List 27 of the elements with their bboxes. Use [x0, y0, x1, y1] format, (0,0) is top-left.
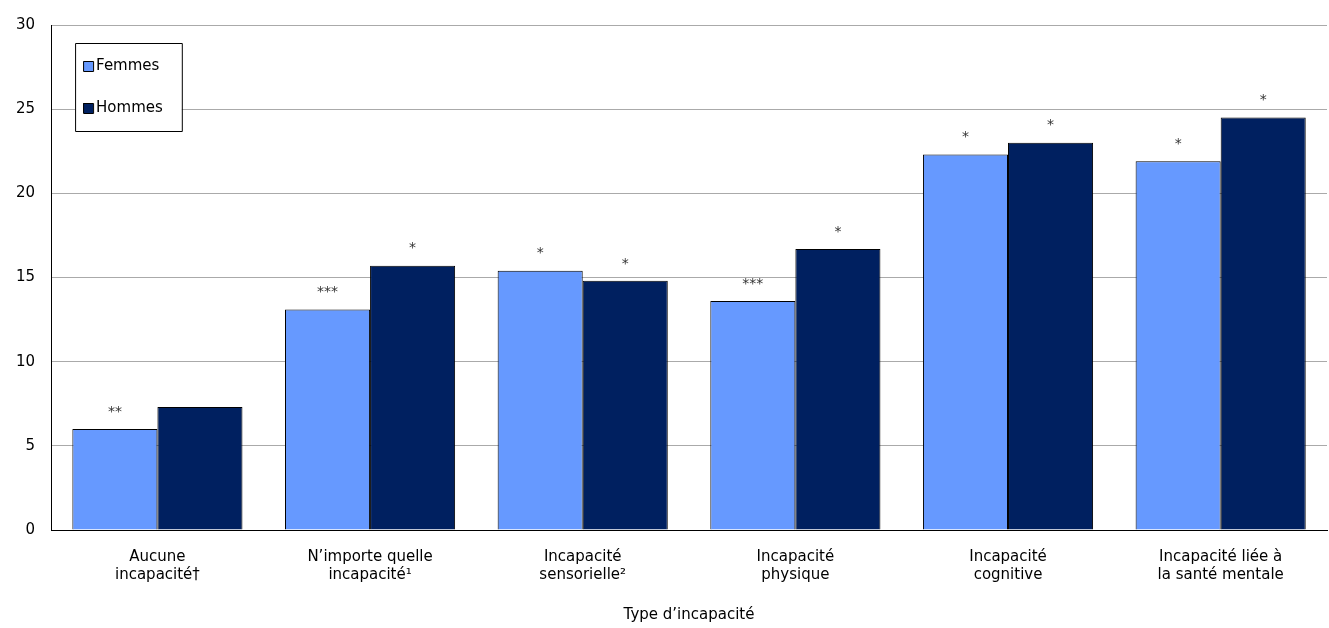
x-axis-title: Type d’incapacité [622, 604, 755, 623]
x-tick-label: Incapacité cognitive [969, 546, 1047, 583]
x-tick-label: N’importe quelle incapacité¹ [307, 546, 433, 583]
data-label: * [621, 254, 629, 271]
data-label: * [961, 128, 969, 145]
data-label: * [536, 244, 544, 261]
legend-label: Femmes [96, 55, 160, 74]
x-tick-label: Aucune incapacité† [114, 546, 201, 583]
x-tick-label: Incapacité physique [756, 546, 835, 583]
y-tick-label: 15 [15, 267, 36, 286]
y-tick-label: 0 [25, 519, 36, 538]
data-label: * [834, 222, 842, 239]
x-tick-label: Incapacité liée à la santé mentale [1157, 546, 1284, 583]
data-label: *** [317, 283, 339, 300]
x-tick-label: Incapacité sensorielle² [539, 546, 627, 583]
y-tick-label: 20 [15, 183, 36, 202]
data-label: * [1174, 134, 1182, 151]
y-tick-label: 5 [25, 435, 36, 454]
data-label: * [1259, 91, 1267, 108]
y-tick-label: 30 [15, 14, 36, 33]
y-tick-label: 25 [15, 99, 36, 118]
y-tick-label: 10 [15, 351, 36, 370]
data-label: ** [107, 402, 122, 419]
data-label: * [1047, 116, 1055, 133]
data-label: * [409, 239, 417, 256]
data-label: *** [742, 274, 764, 291]
legend-label: Hommes [96, 97, 163, 116]
